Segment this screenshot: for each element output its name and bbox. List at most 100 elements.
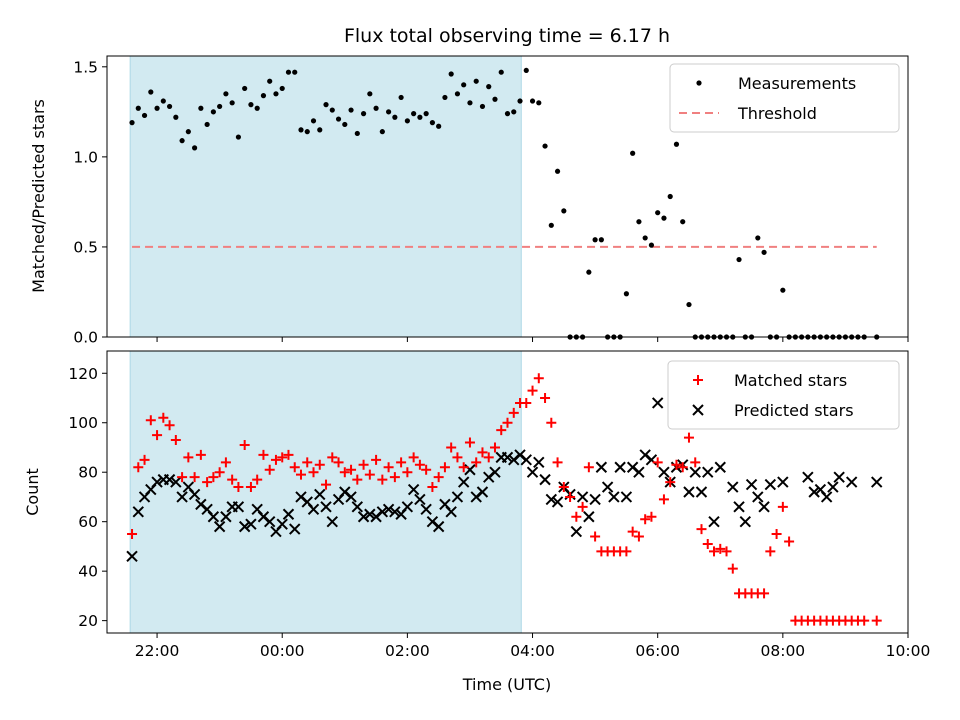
matched-point bbox=[633, 531, 644, 542]
measurement-point bbox=[248, 102, 254, 108]
measurement-point bbox=[411, 111, 417, 117]
measurement-point bbox=[154, 105, 160, 111]
predicted-point bbox=[752, 491, 764, 503]
y-tick-label: 60 bbox=[78, 513, 98, 531]
measurement-point bbox=[461, 82, 467, 88]
predicted-point bbox=[633, 466, 645, 478]
matched-point bbox=[127, 529, 138, 540]
predicted-point bbox=[845, 476, 858, 488]
matched-point bbox=[227, 474, 238, 485]
measurement-point bbox=[360, 111, 367, 117]
matched-point bbox=[233, 482, 244, 493]
predicted-point bbox=[126, 550, 138, 563]
predicted-point bbox=[595, 461, 608, 473]
measurement-point bbox=[298, 127, 304, 133]
matched-point bbox=[871, 615, 882, 626]
predicted-point bbox=[614, 461, 626, 473]
bottom-frame bbox=[106, 350, 909, 634]
x-tick-label: 10:00 bbox=[886, 642, 931, 660]
predicted-point bbox=[357, 511, 370, 523]
matched-point bbox=[583, 462, 594, 473]
matched-point bbox=[784, 536, 795, 547]
predicted-point bbox=[871, 476, 883, 488]
measurement-point bbox=[148, 89, 154, 95]
matched-point bbox=[727, 563, 738, 574]
predicted-point bbox=[263, 515, 276, 528]
measurement-point bbox=[254, 105, 260, 111]
matched-point bbox=[540, 393, 551, 403]
measurement-point bbox=[498, 69, 504, 75]
measurement-point bbox=[667, 193, 673, 200]
measurement-point bbox=[242, 85, 248, 92]
matched-point bbox=[170, 435, 181, 446]
measurement-point bbox=[648, 242, 655, 248]
matched-point bbox=[464, 437, 475, 448]
matched-point bbox=[702, 538, 713, 549]
matched-point bbox=[183, 452, 194, 463]
measurement-point bbox=[492, 96, 498, 102]
predicted-point bbox=[276, 518, 288, 530]
predicted-point bbox=[170, 476, 182, 488]
matched-point bbox=[471, 457, 482, 468]
measurement-point bbox=[529, 98, 536, 104]
matched-point bbox=[158, 412, 169, 423]
predicted-point bbox=[245, 518, 257, 530]
measurement-point bbox=[329, 107, 335, 113]
measurement-point bbox=[661, 215, 667, 221]
predicted-point bbox=[727, 481, 739, 493]
legend-label-threshold: Threshold bbox=[737, 104, 817, 123]
measurement-point bbox=[317, 127, 323, 133]
observing-window bbox=[129, 350, 522, 634]
legend-marker-measurements bbox=[696, 80, 702, 86]
predicted-point bbox=[457, 476, 470, 488]
predicted-point bbox=[702, 466, 714, 478]
measurement-point bbox=[235, 134, 242, 140]
matched-point bbox=[565, 491, 576, 502]
predicted-point bbox=[645, 454, 658, 466]
measurement-point bbox=[185, 129, 191, 135]
predicted-point bbox=[714, 461, 726, 473]
measurement-point bbox=[392, 114, 398, 120]
predicted-point bbox=[733, 501, 745, 513]
legend-label-measurements: Measurements bbox=[738, 74, 856, 93]
measurement-point bbox=[680, 219, 686, 225]
matched-point bbox=[152, 430, 163, 441]
measurement-point bbox=[473, 78, 479, 84]
matched-point bbox=[277, 452, 288, 463]
measurement-point bbox=[323, 102, 329, 108]
top-y-axis-label: Matched/Predicted stars bbox=[29, 99, 48, 293]
measurement-point bbox=[554, 168, 561, 174]
predicted-point bbox=[188, 488, 201, 501]
legend-frame bbox=[667, 360, 900, 430]
matched-point bbox=[258, 449, 269, 460]
y-tick-label: 100 bbox=[68, 414, 98, 432]
predicted-point bbox=[589, 493, 601, 506]
matched-point bbox=[527, 385, 538, 396]
predicted-point bbox=[764, 478, 777, 491]
matched-point bbox=[652, 457, 663, 468]
bottom-legend: Matched stars Predicted stars bbox=[667, 360, 900, 430]
matched-point bbox=[346, 464, 357, 475]
measurement-point bbox=[592, 237, 598, 243]
measurement-point bbox=[260, 93, 267, 99]
matched-point bbox=[352, 474, 363, 485]
matched-point bbox=[765, 546, 776, 557]
predicted-point bbox=[758, 501, 770, 513]
matched-point bbox=[552, 457, 563, 468]
matched-point bbox=[327, 452, 338, 463]
matched-point bbox=[508, 407, 519, 418]
measurement-point bbox=[479, 103, 486, 110]
top-panel: 0.0 0.5 1.0 1.5 Measurements Threshold bbox=[73, 55, 909, 347]
matched-point bbox=[264, 464, 275, 475]
predicted-point bbox=[364, 508, 376, 520]
matched-point bbox=[396, 457, 407, 468]
predicted-point bbox=[376, 506, 389, 518]
matched-point bbox=[239, 440, 250, 450]
matched-point bbox=[321, 479, 332, 490]
chart-title: Flux total observing time = 6.17 h bbox=[344, 25, 670, 47]
matched-point bbox=[859, 615, 870, 626]
measurement-point bbox=[267, 78, 273, 84]
predicted-point bbox=[151, 476, 163, 488]
predicted-point bbox=[533, 456, 545, 469]
measurement-point bbox=[642, 235, 648, 241]
